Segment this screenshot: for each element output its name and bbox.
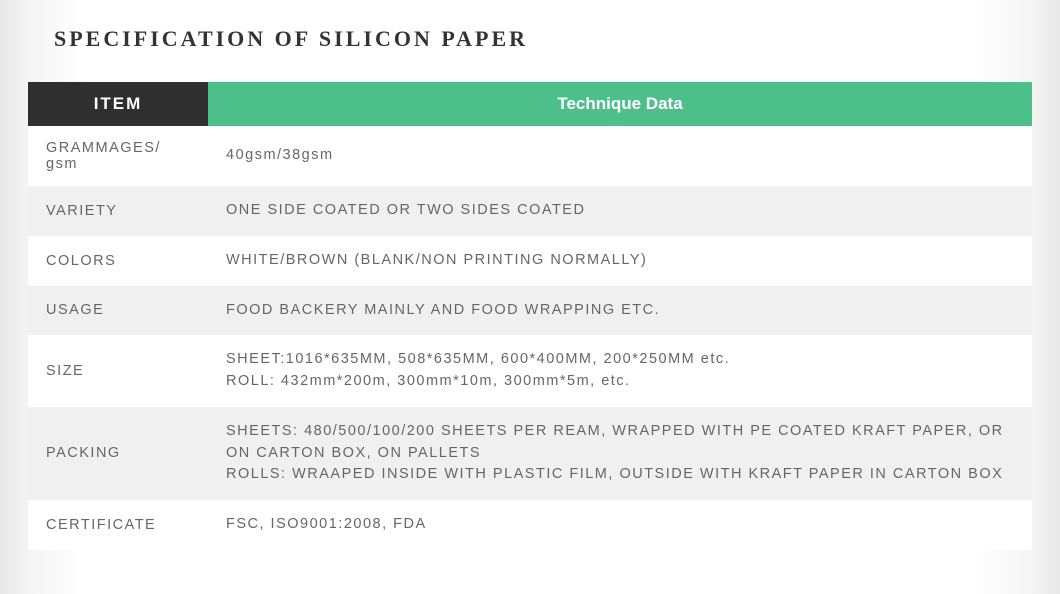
table-row: CERTIFICATE FSC, ISO9001:2008, FDA [28,500,1032,550]
row-label: USAGE [28,286,208,336]
header-item: ITEM [28,82,208,126]
page: SPECIFICATION OF SILICON PAPER ITEM Tech… [0,0,1060,594]
table-header-row: ITEM Technique Data [28,82,1032,126]
row-value: WHITE/BROWN (BLANK/NON PRINTING NORMALLY… [208,236,1032,286]
table-row: COLORS WHITE/BROWN (BLANK/NON PRINTING N… [28,236,1032,286]
row-value: FOOD BACKERY MAINLY AND FOOD WRAPPING ET… [208,286,1032,336]
header-technique-data: Technique Data [208,82,1032,126]
row-label: GRAMMAGES/ gsm [28,126,208,186]
row-value: 40gsm/38gsm [208,126,1032,186]
row-value: FSC, ISO9001:2008, FDA [208,500,1032,550]
row-label: PACKING [28,407,208,500]
table-row: SIZE SHEET:1016*635MM, 508*635MM, 600*40… [28,335,1032,407]
row-value: ONE SIDE COATED OR TWO SIDES COATED [208,186,1032,236]
row-label: SIZE [28,335,208,407]
row-value: SHEET:1016*635MM, 508*635MM, 600*400MM, … [208,335,1032,407]
page-title: SPECIFICATION OF SILICON PAPER [28,26,1032,82]
table-row: PACKING SHEETS: 480/500/100/200 SHEETS P… [28,407,1032,500]
table-row: VARIETY ONE SIDE COATED OR TWO SIDES COA… [28,186,1032,236]
spec-table: ITEM Technique Data GRAMMAGES/ gsm 40gsm… [28,82,1032,550]
table-row: GRAMMAGES/ gsm 40gsm/38gsm [28,126,1032,186]
row-label: VARIETY [28,186,208,236]
row-label: CERTIFICATE [28,500,208,550]
table-row: USAGE FOOD BACKERY MAINLY AND FOOD WRAPP… [28,286,1032,336]
row-label: COLORS [28,236,208,286]
row-value: SHEETS: 480/500/100/200 SHEETS PER REAM,… [208,407,1032,500]
